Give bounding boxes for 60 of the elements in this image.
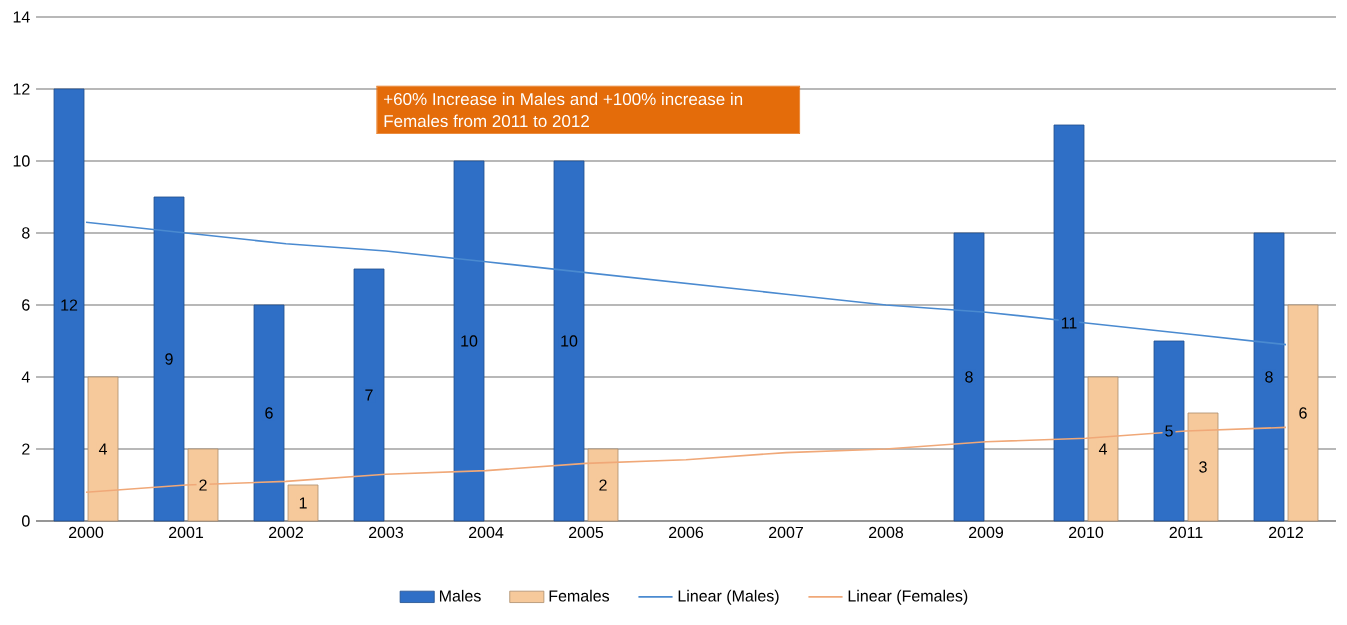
- legend-label: Females: [549, 589, 610, 602]
- bar: [253, 304, 285, 522]
- bar: [553, 160, 585, 522]
- y-tick-label: 12: [13, 83, 30, 95]
- legend-label: Linear (Females): [848, 589, 968, 605]
- x-tick-label: 2011: [1169, 526, 1203, 539]
- bar: [1287, 304, 1319, 522]
- legend-label: Males: [439, 589, 481, 602]
- x-tick-label: 2009: [969, 526, 1004, 539]
- bar: [453, 160, 485, 522]
- legend-label: Linear (Males): [678, 589, 779, 605]
- y-tick-label: 4: [21, 371, 30, 383]
- x-tick-label: 2007: [769, 526, 803, 539]
- data-label: 4: [98, 443, 107, 455]
- bar: [353, 268, 385, 522]
- bar: [1153, 340, 1185, 522]
- x-tick-label: 2010: [1069, 526, 1104, 539]
- bar: [587, 448, 619, 522]
- data-label: 2: [199, 479, 207, 491]
- data-label: 3: [1199, 461, 1207, 473]
- bar: [1187, 412, 1219, 522]
- bar: [187, 448, 219, 522]
- x-tick-label: 2003: [369, 526, 404, 539]
- data-label: 1: [299, 497, 307, 509]
- bar: [153, 196, 185, 522]
- x-tick-label: 2004: [469, 526, 504, 539]
- bar: [53, 88, 85, 522]
- x-tick-label: 2000: [69, 526, 104, 539]
- bar: [1253, 232, 1285, 522]
- line-series: [85, 426, 1287, 493]
- data-label: 6: [1299, 407, 1307, 419]
- bar: [1087, 376, 1119, 522]
- bar: [953, 232, 985, 522]
- bar: [87, 376, 119, 522]
- bar: [287, 484, 319, 522]
- data-label: 11: [1061, 317, 1077, 329]
- data-label: 6: [265, 407, 273, 419]
- y-tick-label: 10: [13, 155, 30, 167]
- x-tick-label: 2005: [569, 526, 604, 539]
- x-tick-label: 2006: [669, 526, 704, 539]
- x-tick-label: 2008: [869, 526, 904, 539]
- y-tick-label: 0: [22, 515, 30, 527]
- x-tick-label: 2001: [169, 526, 204, 539]
- y-tick-label: 6: [22, 299, 30, 311]
- data-label: 12: [61, 299, 78, 311]
- data-label: 4: [1098, 443, 1107, 455]
- y-tick-label: 14: [13, 11, 30, 23]
- data-label: 7: [365, 389, 373, 401]
- y-tick-label: 2: [22, 443, 30, 455]
- y-tick-label: 8: [22, 227, 30, 239]
- x-tick-label: 2002: [269, 526, 303, 539]
- data-label: 2: [599, 479, 607, 491]
- bar: [1053, 124, 1085, 522]
- data-label: 8: [965, 371, 973, 383]
- data-label: 10: [561, 335, 578, 347]
- data-label: 5: [1165, 425, 1173, 437]
- x-tick-label: 2012: [1269, 526, 1303, 539]
- data-label: 9: [165, 353, 173, 365]
- data-label: 8: [1265, 371, 1273, 383]
- data-label: 10: [461, 335, 478, 347]
